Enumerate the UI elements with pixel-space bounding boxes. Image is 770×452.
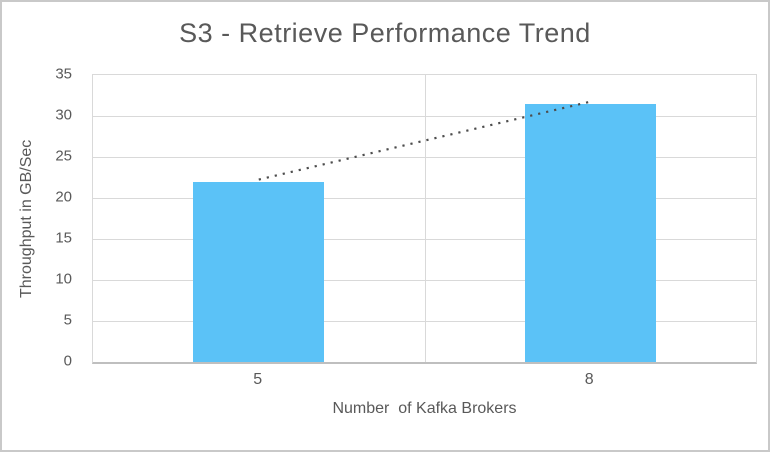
y-tick-label: 0 bbox=[63, 352, 72, 370]
y-tick-label: 30 bbox=[55, 106, 72, 124]
plot-area bbox=[92, 74, 757, 364]
gridline-vertical bbox=[424, 75, 426, 362]
y-tick-label: 25 bbox=[55, 147, 72, 165]
x-axis-title: Number of Kafka Brokers bbox=[332, 400, 517, 417]
y-tick-label: 10 bbox=[55, 270, 72, 288]
y-tick-label: 35 bbox=[55, 65, 72, 83]
trendline bbox=[258, 100, 591, 181]
x-tick-label: 8 bbox=[584, 371, 594, 388]
y-axis-ticks: 0 5 10 15 20 25 30 35 bbox=[2, 67, 82, 369]
y-tick-label: 15 bbox=[55, 229, 72, 247]
bar-5 bbox=[193, 181, 325, 362]
bar-8 bbox=[524, 103, 656, 362]
x-tick-label: 5 bbox=[253, 371, 263, 388]
y-tick-label: 20 bbox=[55, 188, 72, 206]
chart-title: S3 - Retrieve Performance Trend bbox=[179, 18, 591, 48]
y-tick-label: 5 bbox=[63, 311, 72, 329]
